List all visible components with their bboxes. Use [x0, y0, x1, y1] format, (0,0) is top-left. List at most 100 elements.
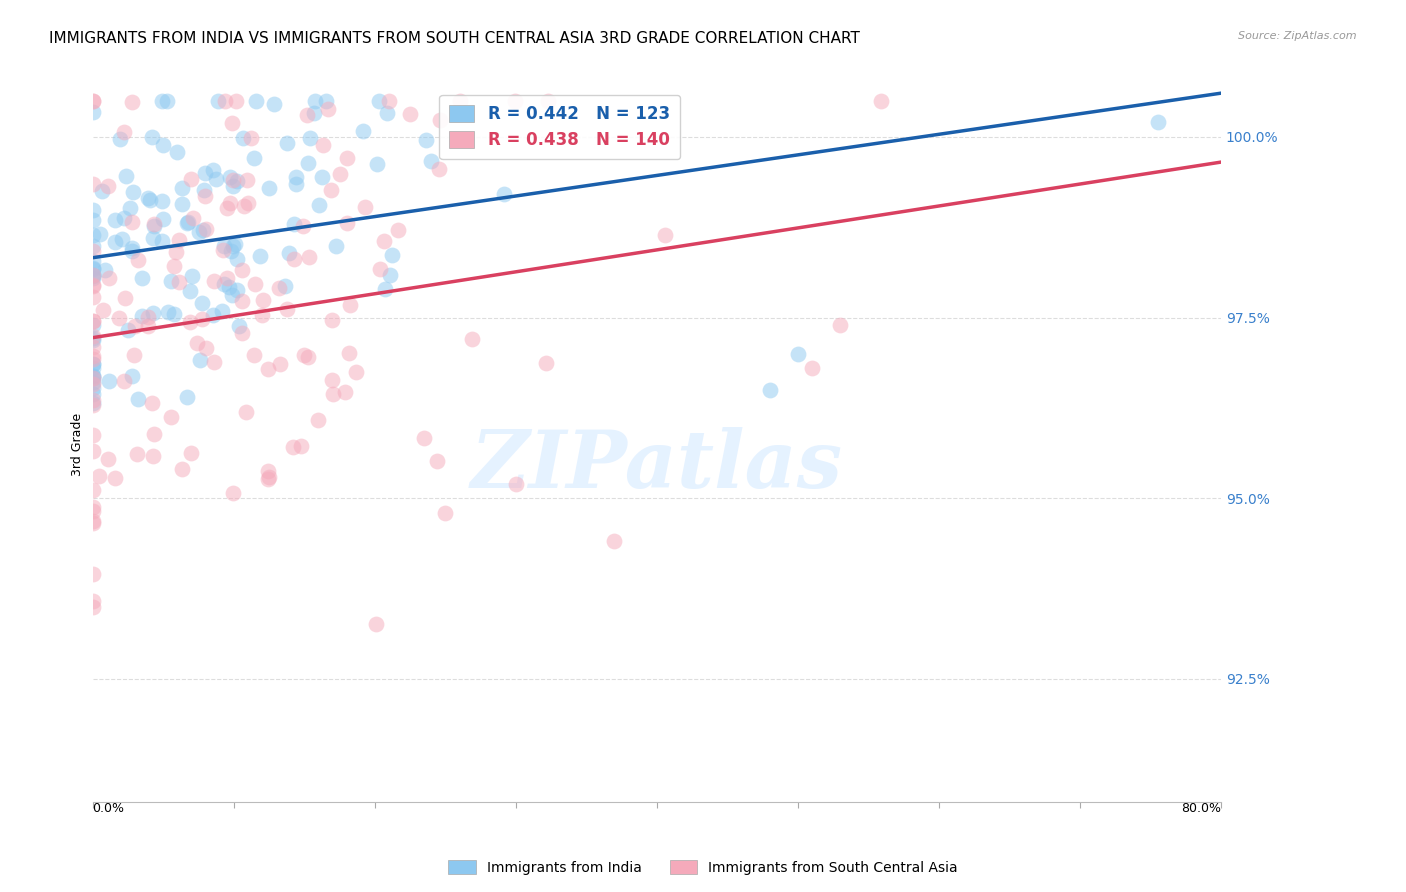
- Point: [231, 326, 253, 340]
- Text: IMMIGRANTS FROM INDIA VS IMMIGRANTS FROM SOUTH CENTRAL ASIA 3RD GRADE CORRELATIO: IMMIGRANTS FROM INDIA VS IMMIGRANTS FROM…: [49, 31, 860, 46]
- Point: [82, 261, 104, 276]
- Point: [336, 151, 359, 165]
- Point: [136, 191, 159, 205]
- Point: [344, 365, 367, 379]
- Point: [298, 131, 321, 145]
- Point: [170, 462, 193, 476]
- Point: [222, 486, 245, 500]
- Point: [252, 293, 274, 307]
- Point: [233, 199, 256, 213]
- Point: [257, 464, 280, 478]
- Point: [381, 247, 404, 261]
- Point: [373, 234, 395, 248]
- Point: [214, 94, 236, 108]
- Point: [256, 472, 278, 486]
- Point: [82, 444, 104, 458]
- Point: [202, 355, 225, 369]
- Point: [143, 217, 166, 231]
- Point: [308, 198, 330, 212]
- Point: [243, 277, 266, 291]
- Point: [869, 94, 891, 108]
- Point: [368, 94, 391, 108]
- Point: [221, 288, 243, 302]
- Point: [82, 387, 104, 401]
- Point: [321, 373, 343, 387]
- Point: [120, 201, 142, 215]
- Point: [150, 234, 173, 248]
- Point: [104, 235, 127, 249]
- Point: [434, 506, 457, 520]
- Point: [315, 94, 337, 108]
- Point: [217, 270, 239, 285]
- Point: [758, 383, 780, 397]
- Point: [245, 94, 267, 108]
- Point: [188, 353, 211, 368]
- Point: [427, 161, 450, 176]
- Point: [194, 188, 217, 202]
- Point: [226, 252, 249, 266]
- Point: [108, 311, 131, 326]
- Point: [224, 237, 246, 252]
- Point: [603, 534, 626, 549]
- Point: [311, 169, 333, 184]
- Point: [82, 278, 104, 293]
- Point: [297, 108, 319, 122]
- Point: [82, 253, 104, 268]
- Point: [207, 94, 229, 108]
- Point: [82, 349, 104, 363]
- Point: [167, 275, 190, 289]
- Point: [156, 305, 179, 319]
- Point: [82, 228, 104, 243]
- Point: [231, 294, 253, 309]
- Point: [226, 283, 249, 297]
- Point: [294, 348, 316, 362]
- Point: [170, 181, 193, 195]
- Point: [413, 431, 436, 445]
- Point: [193, 183, 215, 197]
- Point: [284, 177, 307, 191]
- Point: [429, 112, 451, 127]
- Point: [202, 308, 225, 322]
- Point: [304, 94, 326, 108]
- Point: [186, 335, 208, 350]
- Point: [112, 211, 135, 226]
- Point: [399, 106, 422, 120]
- Point: [191, 311, 214, 326]
- Point: [82, 357, 104, 371]
- Point: [82, 244, 104, 258]
- Point: [225, 94, 247, 108]
- Point: [221, 115, 243, 129]
- Point: [82, 262, 104, 277]
- Point: [82, 290, 104, 304]
- Point: [219, 196, 242, 211]
- Point: [378, 268, 401, 282]
- Point: [325, 238, 347, 252]
- Point: [177, 215, 200, 229]
- Point: [240, 130, 263, 145]
- Point: [249, 249, 271, 263]
- Point: [179, 285, 201, 299]
- Point: [419, 153, 441, 168]
- Point: [181, 268, 204, 283]
- Point: [188, 225, 211, 239]
- Point: [269, 357, 291, 371]
- Point: [276, 302, 298, 317]
- Point: [87, 468, 110, 483]
- Point: [786, 346, 808, 360]
- Point: [127, 392, 149, 407]
- Text: 80.0%: 80.0%: [1181, 802, 1220, 814]
- Point: [82, 375, 104, 389]
- Point: [108, 132, 131, 146]
- Legend: R = 0.442   N = 123, R = 0.438   N = 140: R = 0.442 N = 123, R = 0.438 N = 140: [440, 95, 681, 160]
- Point: [194, 166, 217, 180]
- Point: [214, 239, 236, 253]
- Point: [165, 245, 187, 260]
- Point: [138, 310, 160, 324]
- Point: [181, 211, 204, 225]
- Point: [82, 504, 104, 518]
- Point: [353, 123, 375, 137]
- Point: [112, 374, 135, 388]
- Point: [191, 296, 214, 310]
- Point: [82, 371, 104, 385]
- Point: [339, 298, 361, 312]
